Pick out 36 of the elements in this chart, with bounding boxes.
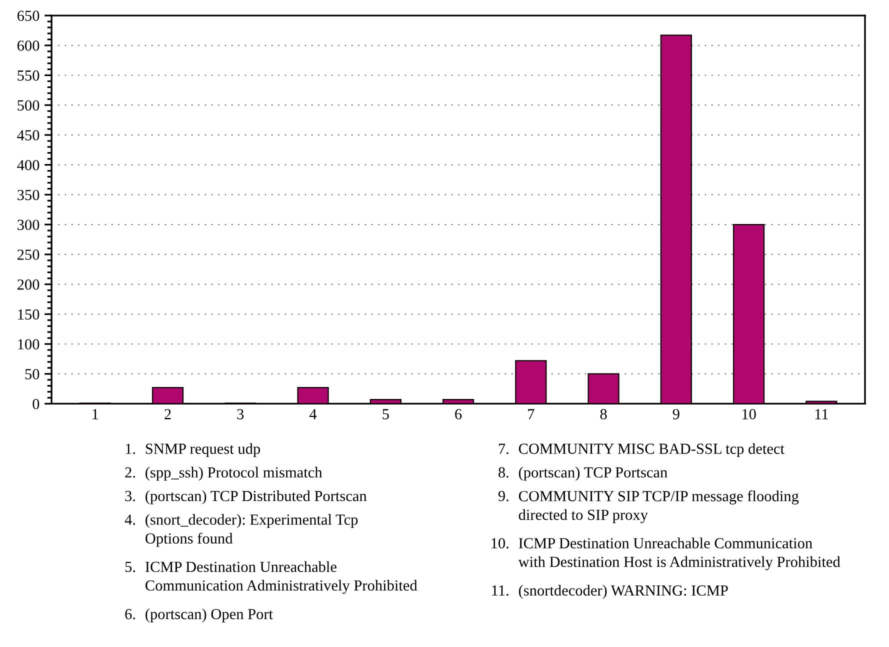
y-tick-label: 250 <box>18 250 40 260</box>
text: 1. SNMP request udp <box>126 443 260 458</box>
x-tick-label: 7 <box>528 409 534 420</box>
x-tick-label: 11 <box>815 409 828 420</box>
text: 6. (portscan) Open Port <box>125 608 273 622</box>
y-tick-label: 50 <box>25 369 40 380</box>
x-tick-label: 9 <box>672 409 680 420</box>
y-tick-label: 450 <box>17 130 40 140</box>
y-tick-label: 650 <box>17 10 40 21</box>
y-tick-label: 550 <box>18 70 40 81</box>
x-tick-label: 5 <box>382 409 389 420</box>
x-tick-label: 6 <box>455 409 462 420</box>
text: 7. COMMUNITY MISC BAD-SSL tcp detect <box>498 443 784 458</box>
y-tick-label: 0 <box>32 398 40 410</box>
x-tick-label: 2 <box>164 409 171 420</box>
text: 2. (spp_ssh) Protocol mismatch <box>125 466 322 481</box>
text: 5. ICMP Destination Unreachable Communication Administratively Prohibited <box>125 561 418 594</box>
text: 8. (portscan) TCP Portscan <box>498 466 668 481</box>
y-tick-label: 400 <box>17 160 40 170</box>
y-tick-label: 500 <box>18 100 40 111</box>
text: 4. (snort_decoder): Experimental Tcp Options found <box>124 514 358 547</box>
y-tick-label: 150 <box>18 309 40 320</box>
y-tick-label: 300 <box>18 220 40 230</box>
text: 3. (portscan) TCP Distributed Portscan <box>125 490 367 504</box>
y-tick-label: 100 <box>18 339 40 350</box>
y-tick-label: 350 <box>18 190 40 200</box>
x-tick-label: 10 <box>742 409 756 420</box>
x-tick-label: 1 <box>92 409 98 420</box>
text: 10. ICMP Destination Unreachable Communication with Destination Host is Administratively Prohibited <box>492 538 840 570</box>
y-tick-label: 600 <box>17 40 40 51</box>
x-tick-label: 4 <box>310 409 317 420</box>
y-tick-label: 200 <box>18 279 40 290</box>
text: 11. (snortdecoder) WARNING: ICMP <box>492 584 728 599</box>
x-tick-label: 3 <box>237 409 244 420</box>
x-tick-label: 8 <box>600 409 607 420</box>
text: 9. COMMUNITY SIP TCP/IP message flooding directed to SIP proxy <box>498 490 799 524</box>
